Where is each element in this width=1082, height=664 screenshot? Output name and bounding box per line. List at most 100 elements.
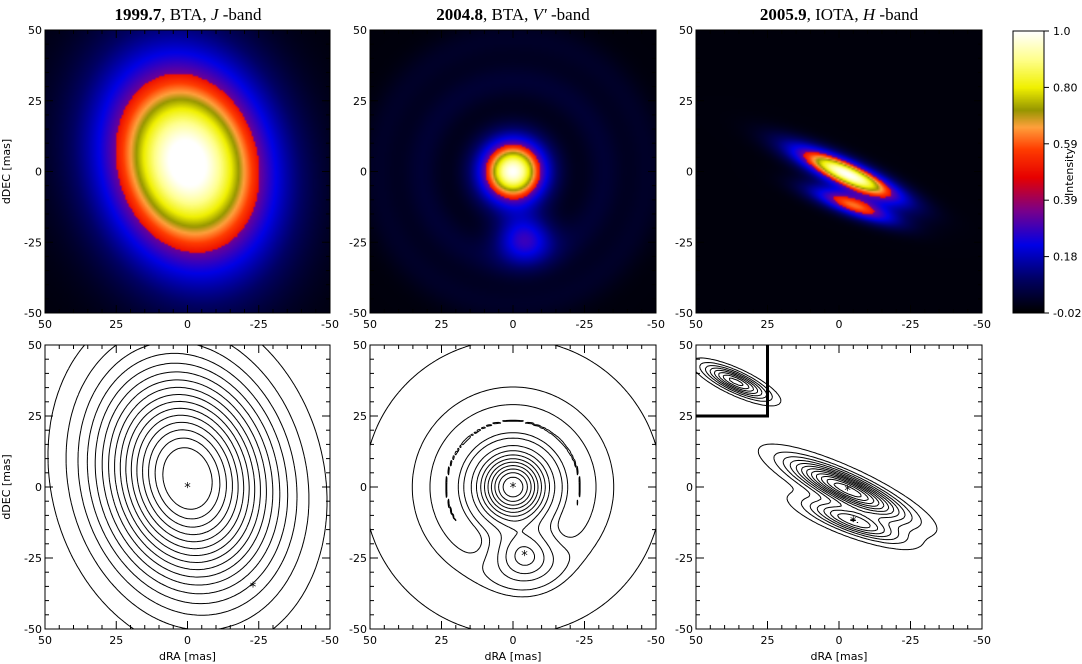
position-marker: * [850, 515, 857, 530]
y-tick-label: -25 [24, 236, 42, 249]
panel-title-3-suffix: -band [875, 5, 918, 24]
y-tick-label: 50 [679, 24, 693, 37]
x-tick-label: 50 [689, 634, 703, 647]
colorbar-tick-label: 0.39 [1053, 194, 1078, 207]
panel-title-2-rest: , BTA, [483, 5, 533, 24]
contour-line [487, 461, 539, 513]
position-marker: * [510, 481, 517, 496]
y-axis-label: dDEC [mas] [0, 454, 13, 519]
x-tick-label: 25 [435, 634, 449, 647]
y-tick-label: -25 [24, 552, 42, 565]
x-tick-label: 0 [836, 318, 843, 331]
colorbar-tick-label: 0.18 [1053, 251, 1078, 264]
y-tick-label: 50 [353, 339, 367, 352]
y-tick-label: 25 [679, 410, 693, 423]
contour-line [148, 429, 227, 528]
x-tick-label: -50 [647, 634, 665, 647]
contour-line [77, 345, 298, 616]
contour-line [480, 454, 546, 566]
contour-line [789, 459, 906, 538]
contour-panel-1: ** [47, 345, 328, 629]
contour-line [47, 345, 328, 629]
panel-title-1: 1999.7, BTA, J -band [115, 5, 262, 24]
panel-title-1-suffix: -band [218, 5, 261, 24]
contour-line [162, 447, 213, 510]
y-tick-label: 0 [35, 481, 42, 494]
colorbar-tick-label: 1.0 [1053, 25, 1071, 38]
x-tick-label: 25 [109, 318, 123, 331]
y-tick-label: -50 [349, 307, 367, 320]
x-tick-label: -25 [576, 634, 594, 647]
y-tick-label: 0 [360, 481, 367, 494]
x-tick-label: 50 [38, 318, 52, 331]
x-tick-label: -50 [973, 634, 991, 647]
contour-line [411, 386, 615, 598]
colorbar-tick-label: -0.020 [1053, 307, 1082, 320]
colorbar-label: Intensity [1063, 148, 1076, 196]
beam-inset-frame [696, 345, 769, 418]
colorbar-frame [1012, 30, 1045, 314]
beam-contour [699, 362, 773, 402]
x-tick-label: 0 [510, 634, 517, 647]
y-tick-label: -50 [24, 623, 42, 636]
contour-line [86, 352, 289, 605]
panel-title-2-epoch: 2004.8 [436, 5, 483, 24]
contour-line [154, 437, 221, 520]
x-tick-label: 25 [109, 634, 123, 647]
x-tick-label: -25 [250, 318, 268, 331]
contour-line [801, 465, 895, 532]
y-tick-label: 0 [686, 166, 693, 179]
contour-line [136, 414, 239, 543]
contour-line [498, 472, 528, 502]
y-tick-label: -25 [349, 236, 367, 249]
contour-line [65, 345, 310, 629]
x-tick-label: -25 [250, 634, 268, 647]
y-tick-label: 25 [353, 95, 367, 108]
y-tick-label: 50 [28, 24, 42, 37]
contour-line [811, 470, 885, 523]
x-tick-label: 0 [836, 634, 843, 647]
y-tick-label: 50 [353, 24, 367, 37]
panel-title-3-rest: , IOTA, [807, 5, 863, 24]
x-tick-label: -50 [321, 318, 339, 331]
contour-line [101, 371, 274, 586]
contour-line [119, 394, 256, 563]
position-marker: * [184, 481, 191, 496]
x-tick-label: 50 [689, 318, 703, 331]
y-tick-label: -50 [675, 623, 693, 636]
y-tick-label: 50 [679, 339, 693, 352]
x-tick-label: -25 [902, 634, 920, 647]
contour-line [757, 443, 938, 551]
x-tick-label: 25 [761, 634, 775, 647]
contour-line [370, 345, 656, 629]
x-tick-label: -50 [321, 634, 339, 647]
y-tick-label: 0 [35, 166, 42, 179]
contour-line [806, 468, 890, 529]
contour-line [795, 463, 900, 535]
x-tick-label: 50 [38, 634, 52, 647]
contour-line [782, 456, 913, 541]
panel-title-2-band: V′ [533, 5, 547, 24]
y-tick-label: 50 [28, 339, 42, 352]
image-panel-2 [370, 30, 656, 313]
contour-line [130, 407, 245, 550]
contour-line [821, 476, 875, 505]
contour-line [494, 468, 532, 506]
y-tick-label: -50 [24, 307, 42, 320]
y-tick-label: -25 [675, 236, 693, 249]
panel-title-3: 2005.9, IOTA, H -band [760, 5, 919, 24]
contour-line [94, 362, 281, 595]
contour-line [502, 476, 524, 498]
contour-line [108, 379, 267, 578]
panel-title-1-rest: , BTA, [161, 5, 211, 24]
x-tick-label: -50 [647, 318, 665, 331]
y-tick-label: -25 [349, 552, 367, 565]
panel-title-2-suffix: -band [547, 5, 590, 24]
contour-line [484, 458, 542, 517]
contour-line [773, 451, 922, 544]
y-tick-label: -25 [675, 552, 693, 565]
y-tick-label: -50 [349, 623, 367, 636]
beam-contour [713, 369, 759, 394]
contour-line [463, 437, 571, 591]
